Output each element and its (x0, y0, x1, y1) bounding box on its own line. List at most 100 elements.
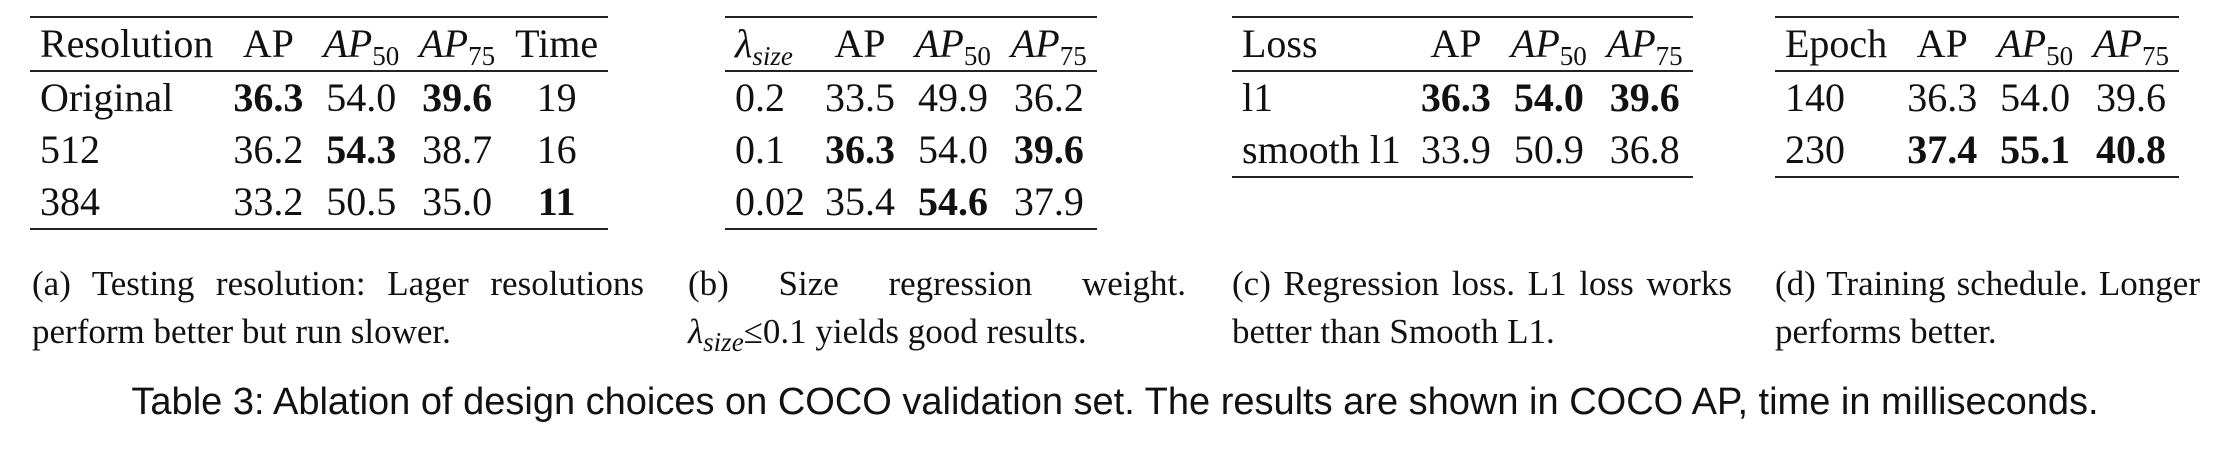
col-header-ap: AP (815, 17, 905, 72)
cell-ap50: 54.0 (917, 127, 988, 172)
caption-b-text-2: ≤0.1 yields good results. (743, 312, 1087, 351)
cell-ap50: 54.0 (326, 75, 397, 120)
col-header-lambda-symbol: λ (735, 21, 753, 66)
table-b-container: λsize AP AP50 AP75 0.2 33.5 49.9 36.2 0.… (725, 16, 1097, 230)
col-header-ap50-sub: 50 (2046, 41, 2074, 71)
table-c-regression-loss: Loss AP AP50 AP75 l1 36.3 54.0 39.6 smoo… (1232, 16, 1693, 178)
cell-ap50: 55.1 (2000, 127, 2071, 172)
col-header-ap75: AP75 (1596, 17, 1693, 72)
cell-ap: 36.3 (233, 75, 304, 120)
table-row: 384 33.2 50.5 35.0 11 (30, 176, 608, 229)
col-header-ap50-label: AP (323, 21, 373, 66)
col-header-ap50-label: AP (1997, 21, 2047, 66)
cell-ap75: 35.0 (422, 179, 493, 224)
col-header-ap50-label: AP (1510, 21, 1560, 66)
cell-ap75: 39.6 (2096, 75, 2166, 120)
cell-resolution: 384 (40, 179, 100, 224)
table-row: l1 36.3 54.0 39.6 (1232, 71, 1693, 124)
col-header-loss: Loss (1232, 17, 1411, 72)
cell-ap50: 54.0 (2000, 75, 2071, 120)
cell-ap75: 36.2 (1013, 75, 1084, 120)
col-header-ap50: AP50 (313, 17, 410, 72)
col-header-ap75: AP75 (409, 17, 506, 72)
col-header-ap75-sub: 75 (1059, 41, 1087, 71)
table-row: 0.02 35.4 54.6 37.9 (725, 176, 1097, 229)
cell-ap: 36.2 (233, 127, 304, 172)
col-header-ap50-sub: 50 (372, 41, 400, 71)
col-header-ap75-label: AP (1606, 21, 1656, 66)
caption-b-lambda-sub: size (703, 327, 744, 357)
col-header-ap75-label: AP (419, 21, 469, 66)
col-header-ap50-label: AP (915, 21, 964, 66)
cell-ap50: 54.6 (917, 179, 988, 224)
table-header-row: Epoch AP AP50 AP75 (1775, 17, 2179, 72)
col-header-ap: AP (1897, 17, 1988, 72)
table-row: 140 36.3 54.0 39.6 (1775, 71, 2179, 124)
caption-b-text-1: (b) Size regression weight. (688, 264, 1186, 303)
table-d-training-schedule: Epoch AP AP50 AP75 140 36.3 54.0 39.6 23… (1775, 16, 2179, 178)
cell-epoch: 230 (1785, 127, 1845, 172)
cell-loss: l1 (1242, 75, 1274, 120)
cell-ap50: 49.9 (917, 75, 988, 120)
cell-ap: 36.3 (1907, 75, 1978, 120)
cell-ap: 33.9 (1420, 127, 1491, 172)
col-header-ap75-sub: 75 (468, 41, 496, 71)
table-row: 512 36.2 54.3 38.7 16 (30, 124, 608, 176)
cell-resolution: 512 (40, 127, 100, 172)
col-header-ap: AP (223, 17, 314, 72)
table-a-container: Resolution AP AP50 AP75 Time Original 36… (30, 16, 609, 230)
caption-b: (b) Size regression weight. λsize≤0.1 yi… (688, 260, 1186, 356)
col-header-ap50-sub: 50 (963, 41, 991, 71)
cell-ap75: 36.8 (1609, 127, 1680, 172)
col-header-ap75: AP75 (2083, 17, 2179, 72)
cell-loss: smooth l1 (1242, 127, 1401, 172)
cell-time: 19 (536, 75, 577, 120)
cell-ap: 37.4 (1907, 127, 1978, 172)
caption-a: (a) Testing resolution: Lager resolution… (32, 264, 644, 351)
table-header-row: Loss AP AP50 AP75 (1232, 17, 1693, 72)
cell-ap50: 50.9 (1513, 127, 1584, 172)
col-header-ap75-sub: 75 (2141, 41, 2169, 71)
col-header-ap75-label: AP (2093, 21, 2142, 66)
cell-lambda: 0.02 (735, 179, 805, 224)
cell-ap50: 54.0 (1513, 75, 1584, 120)
table-row: Original 36.3 54.0 39.6 19 (30, 71, 608, 124)
col-header-epoch: Epoch (1775, 17, 1898, 72)
table-a-resolution: Resolution AP AP50 AP75 Time Original 36… (30, 16, 609, 230)
table-b-size-weight: λsize AP AP50 AP75 0.2 33.5 49.9 36.2 0.… (725, 16, 1097, 230)
cell-ap75: 37.9 (1013, 179, 1084, 224)
cell-time: 11 (537, 179, 576, 224)
table-d-container: Epoch AP AP50 AP75 140 36.3 54.0 39.6 23… (1775, 16, 2179, 178)
table-header-row: λsize AP AP50 AP75 (725, 17, 1097, 72)
caption-b-lambda: λ (688, 312, 704, 351)
col-header-resolution: Resolution (30, 17, 224, 72)
col-header-ap: AP (1410, 17, 1501, 72)
col-header-ap50-sub: 50 (1559, 41, 1587, 71)
cell-ap50: 50.5 (326, 179, 397, 224)
caption-d: (d) Training schedule. Longer performs b… (1775, 264, 2200, 351)
caption-c: (c) Regression loss. L1 loss works bette… (1232, 264, 1732, 351)
cell-ap: 35.4 (825, 179, 895, 224)
cell-ap: 33.5 (825, 75, 895, 120)
main-caption: Table 3: Ablation of design choices on C… (131, 381, 2099, 423)
cell-ap75: 38.7 (422, 127, 493, 172)
cell-ap75: 39.6 (1013, 127, 1084, 172)
col-header-time: Time (505, 17, 609, 72)
col-header-lambda: λsize (725, 17, 815, 72)
col-header-ap75-label: AP (1010, 21, 1060, 66)
table-c-container: Loss AP AP50 AP75 l1 36.3 54.0 39.6 smoo… (1232, 16, 1693, 178)
cell-lambda: 0.2 (735, 75, 785, 120)
col-header-ap50: AP50 (1987, 17, 2084, 72)
cell-epoch: 140 (1785, 75, 1845, 120)
cell-ap: 36.3 (825, 127, 895, 172)
cell-ap75: 39.6 (422, 75, 493, 120)
cell-ap75: 39.6 (1609, 75, 1680, 120)
table-row: 230 37.4 55.1 40.8 (1775, 124, 2179, 177)
col-header-ap50: AP50 (905, 17, 1001, 72)
cell-ap50: 54.3 (326, 127, 397, 172)
cell-resolution: Original (40, 75, 174, 120)
cell-lambda: 0.1 (735, 127, 785, 172)
table-row: 0.1 36.3 54.0 39.6 (725, 124, 1097, 176)
cell-ap75: 40.8 (2096, 127, 2166, 172)
table-header-row: Resolution AP AP50 AP75 Time (30, 17, 609, 72)
